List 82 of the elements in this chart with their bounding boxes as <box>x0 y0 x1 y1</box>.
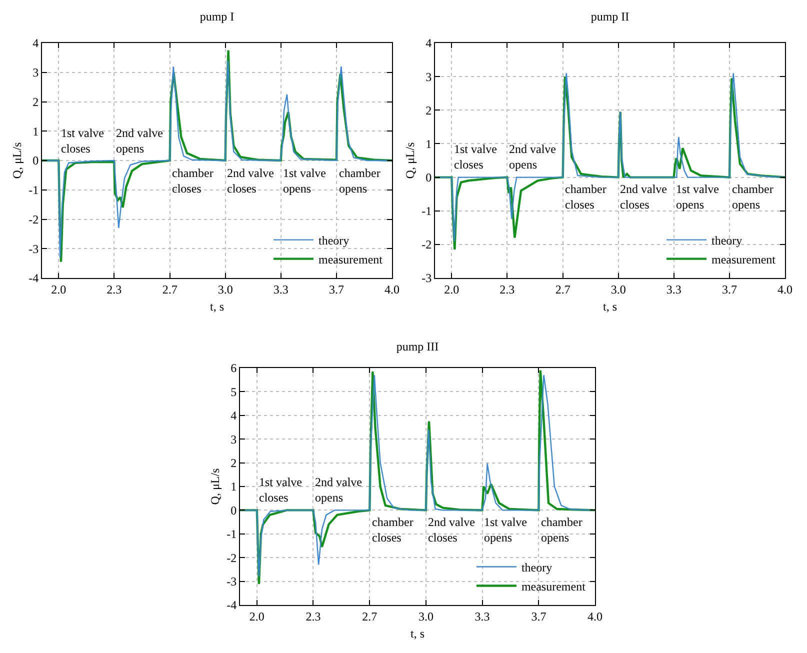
x-tick-label: 2.3 <box>500 282 515 296</box>
legend-label: theory <box>318 233 350 248</box>
annotation: 2nd valve closes <box>428 515 475 545</box>
annotation: 1st valve closes <box>259 475 302 505</box>
legend-label: theory <box>712 233 742 248</box>
x-tick-label: 2.3 <box>306 609 321 624</box>
y-tick-label: 3 <box>426 70 432 84</box>
x-tick-label: 3.7 <box>722 282 737 296</box>
y-tick-label: 4 <box>230 408 237 423</box>
annotation: 2nd valve opens <box>116 126 163 156</box>
y-tick-label: 0 <box>426 170 432 184</box>
x-tick-label: 3.0 <box>610 282 626 296</box>
x-tick-label: 2.7 <box>162 282 178 296</box>
chart-title: pump I <box>200 9 234 24</box>
annotation: chamber closes <box>372 515 414 545</box>
annotation: chamber opens <box>732 182 774 212</box>
y-tick-label: -2 <box>28 212 39 226</box>
y-tick-label: 2 <box>32 94 39 109</box>
x-tick-label: 3.7 <box>329 282 344 296</box>
x-tick-label: 2.7 <box>362 609 378 624</box>
y-axis-title: Q, μL/s <box>402 142 417 179</box>
x-tick-label: 3.0 <box>418 609 434 624</box>
legend-label: theory <box>521 560 552 574</box>
x-axis-title: t, s <box>602 299 618 314</box>
y-tick-label: -1 <box>28 183 39 198</box>
x-tick-label: 2.0 <box>51 282 66 296</box>
y-tick-label: 3 <box>230 432 237 446</box>
annotation: 1st valve opens <box>676 182 719 212</box>
y-axis-title: Q, μL/s <box>10 142 24 179</box>
x-tick-label: 4.0 <box>384 282 400 296</box>
x-tick-label: 3.7 <box>531 609 546 624</box>
y-tick-label: 1 <box>426 136 432 151</box>
x-tick-label: 3.3 <box>273 282 288 296</box>
chart-title: pump III <box>396 339 439 354</box>
y-tick-label: -3 <box>422 271 432 286</box>
x-tick-label: 2.0 <box>444 282 460 296</box>
y-tick-label: 5 <box>230 384 237 399</box>
annotation: chamber closes <box>172 166 214 196</box>
x-tick-label: 3.0 <box>218 282 233 296</box>
y-tick-label: -4 <box>226 598 237 612</box>
annotation: chamber opens <box>541 515 582 545</box>
y-tick-label: 0 <box>32 154 39 168</box>
y-tick-label: 2 <box>230 456 237 470</box>
y-tick-label: -4 <box>28 271 39 286</box>
y-tick-label: 1 <box>230 480 237 494</box>
x-tick-label: 2.3 <box>106 282 122 296</box>
y-tick-label: 6 <box>230 361 237 376</box>
y-tick-label: -3 <box>28 242 39 256</box>
x-tick-label: 3.3 <box>666 282 682 296</box>
y-tick-label: 3 <box>32 66 39 80</box>
x-tick-label: 4.0 <box>588 609 602 624</box>
y-axis-title: Q, μL/s <box>208 468 222 505</box>
annotation: 1st valve opens <box>484 515 527 545</box>
x-tick-label: 2.0 <box>249 609 264 624</box>
annotation: 2nd valve opens <box>315 475 362 505</box>
annotation: 1st valve opens <box>283 166 326 196</box>
annotation: 2nd valve closes <box>620 182 667 212</box>
x-tick-label: 3.3 <box>474 609 490 624</box>
y-tick-label: -1 <box>422 204 432 218</box>
x-axis-title: t, s <box>410 626 425 640</box>
x-tick-label: 2.7 <box>555 282 570 296</box>
x-axis-title: t, s <box>210 299 224 314</box>
annotation: chamber closes <box>565 182 606 212</box>
y-tick-label: -2 <box>422 238 432 252</box>
y-tick-label: 2 <box>426 103 432 118</box>
y-tick-label: 0 <box>230 503 237 518</box>
legend-label: measurement <box>318 252 384 266</box>
legend-label: measurement <box>521 579 586 594</box>
annotation: 1st valve closes <box>61 126 104 156</box>
legend-label: measurement <box>712 252 776 266</box>
y-tick-label: -1 <box>226 527 237 542</box>
annotation: 2nd valve closes <box>227 166 274 196</box>
y-tick-label: -2 <box>226 550 237 565</box>
x-tick-label: 4.0 <box>778 282 792 296</box>
y-tick-label: -3 <box>226 574 237 588</box>
annotation: 1st valve closes <box>454 142 497 172</box>
annotation: 2nd valve opens <box>509 142 556 172</box>
y-tick-label: 1 <box>32 124 39 138</box>
y-tick-label: 4 <box>32 36 39 50</box>
y-tick-label: 4 <box>426 36 432 50</box>
annotation: chamber opens <box>339 166 380 196</box>
chart-title: pump II <box>590 9 630 24</box>
